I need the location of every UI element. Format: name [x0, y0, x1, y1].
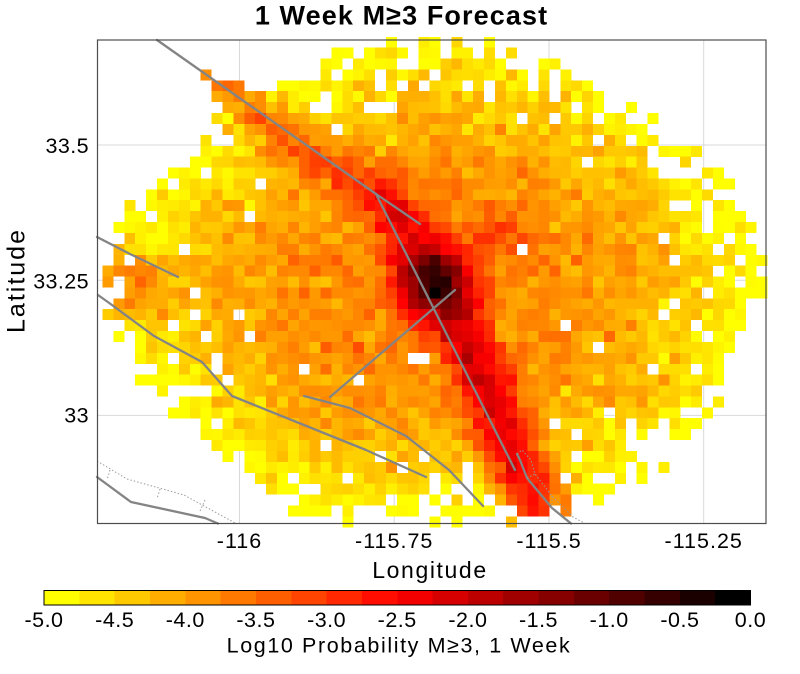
svg-text:Longitude: Longitude — [372, 557, 487, 583]
svg-text:-4.5: -4.5 — [95, 608, 134, 632]
svg-text:-3.0: -3.0 — [307, 608, 346, 632]
svg-text:Latitude: Latitude — [3, 228, 31, 333]
svg-text:-1.0: -1.0 — [590, 608, 629, 632]
svg-text:-1.5: -1.5 — [519, 608, 558, 632]
svg-text:33: 33 — [64, 404, 89, 428]
svg-text:-116: -116 — [217, 529, 262, 553]
svg-text:-115.5: -115.5 — [516, 529, 581, 553]
svg-text:33.25: 33.25 — [33, 269, 89, 293]
svg-text:0.0: 0.0 — [735, 608, 766, 632]
svg-text:-115.75: -115.75 — [355, 529, 433, 553]
svg-text:-2.0: -2.0 — [448, 608, 487, 632]
svg-text:1 Week M≥3 Forecast: 1 Week M≥3 Forecast — [255, 1, 548, 31]
svg-text:-4.0: -4.0 — [166, 608, 205, 632]
svg-text:-115.25: -115.25 — [665, 529, 743, 553]
svg-text:-0.5: -0.5 — [660, 608, 699, 632]
svg-text:Log10 Probability M≥3, 1 Week: Log10 Probability M≥3, 1 Week — [227, 634, 572, 658]
svg-text:-5.0: -5.0 — [24, 608, 63, 632]
svg-text:-3.5: -3.5 — [236, 608, 275, 632]
svg-text:-2.5: -2.5 — [378, 608, 417, 632]
svg-text:33.5: 33.5 — [46, 134, 89, 158]
